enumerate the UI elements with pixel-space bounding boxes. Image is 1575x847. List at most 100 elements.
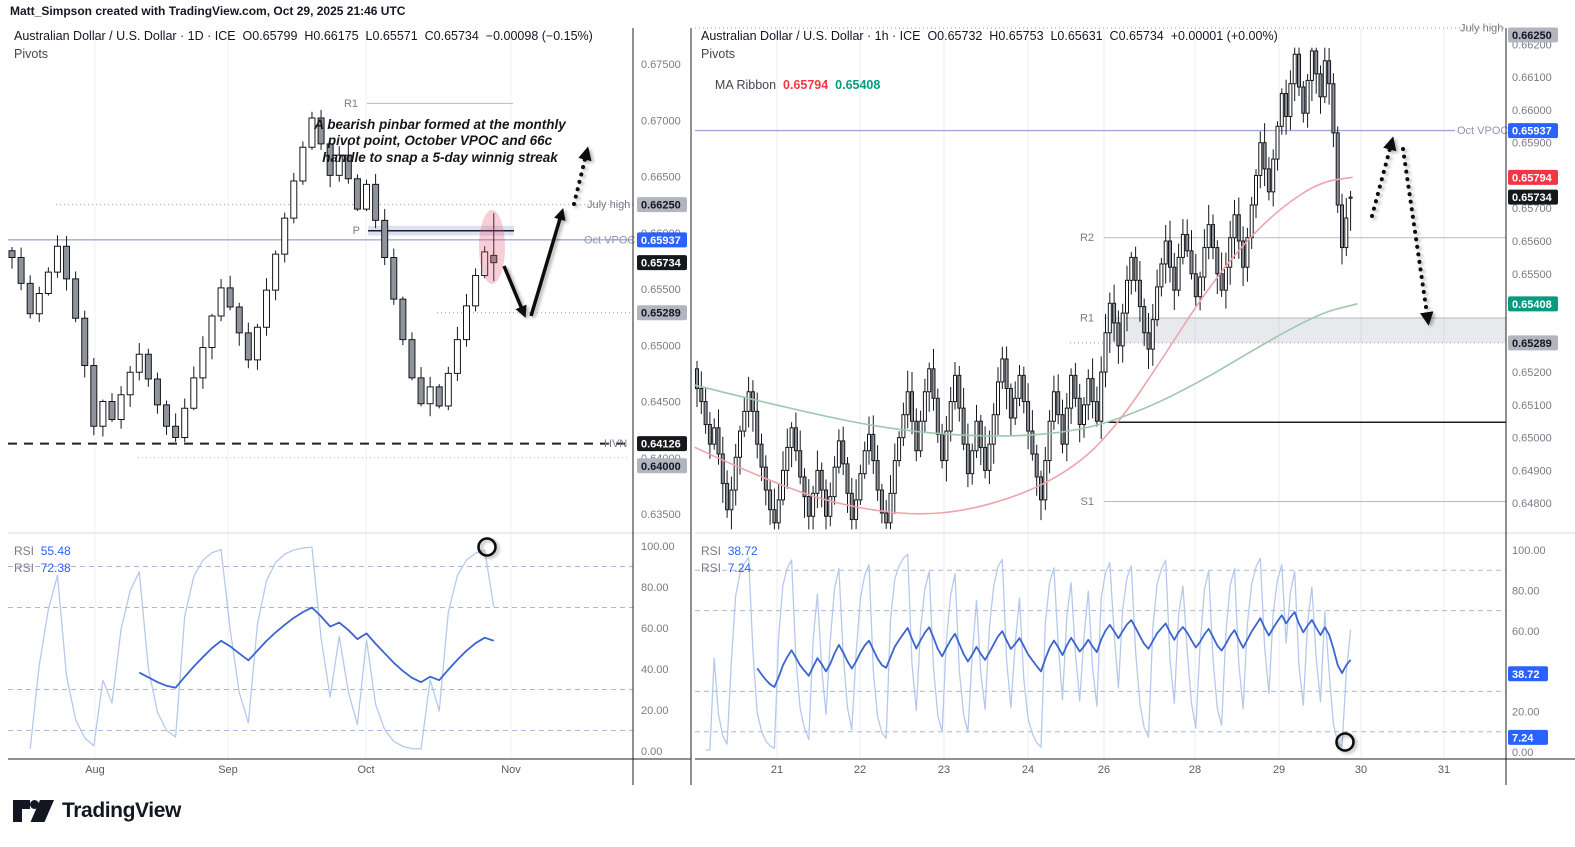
level-label: Oct VPOC bbox=[584, 234, 635, 246]
right-chart-title[interactable]: Australian Dollar / U.S. Dollar · 1h · I… bbox=[701, 29, 1278, 43]
svg-text:22: 22 bbox=[854, 764, 866, 776]
svg-text:0.66000: 0.66000 bbox=[1512, 105, 1552, 117]
level-label: S1 bbox=[1081, 496, 1094, 508]
right-rsi-row-2[interactable]: RSI 7.24 bbox=[701, 561, 751, 575]
right-price-levels: July high Oct VPOC R2 R1 S1 bbox=[695, 23, 1508, 508]
right-time-axis[interactable]: 21 22 23 24 26 28 29 30 31 bbox=[771, 764, 1450, 776]
svg-text:60.00: 60.00 bbox=[1512, 626, 1540, 638]
rsi-value: 55.48 bbox=[40, 544, 71, 558]
svg-text:30: 30 bbox=[1355, 764, 1367, 776]
right-rsi-pane[interactable]: 100.00 80.00 60.00 20.00 0.00 38.72 7.24 bbox=[695, 545, 1548, 759]
svg-text:0.00: 0.00 bbox=[1512, 747, 1533, 759]
solid-arrow bbox=[529, 208, 566, 317]
level-label: July high bbox=[587, 199, 630, 211]
svg-text:0.64900: 0.64900 bbox=[1512, 465, 1552, 477]
left-price-axis[interactable]: 0.675000.670000.665000.660000.655000.650… bbox=[637, 59, 687, 521]
svg-text:80.00: 80.00 bbox=[1512, 585, 1540, 597]
svg-text:0.66250: 0.66250 bbox=[1512, 30, 1552, 42]
svg-text:40.00: 40.00 bbox=[641, 664, 669, 676]
svg-text:0.65500: 0.65500 bbox=[1512, 269, 1552, 281]
right-annotations bbox=[1370, 136, 1434, 326]
rsi-value: 38.72 bbox=[727, 544, 758, 558]
svg-text:0.67500: 0.67500 bbox=[641, 59, 681, 71]
right-indicator-ma-ribbon[interactable]: MA Ribbon 0.65794 0.65408 bbox=[701, 64, 880, 106]
rsi-circle-annotation bbox=[1335, 732, 1355, 752]
left-candles bbox=[8, 109, 498, 442]
rsi-label: RSI bbox=[14, 561, 35, 575]
svg-text:0.65794: 0.65794 bbox=[1512, 172, 1553, 184]
svg-text:0.65937: 0.65937 bbox=[1512, 126, 1552, 138]
ma-ribbon-green-value: 0.65408 bbox=[835, 78, 881, 92]
svg-text:7.24: 7.24 bbox=[1512, 732, 1534, 744]
svg-text:0.65100: 0.65100 bbox=[1512, 400, 1552, 412]
left-chart-title[interactable]: Australian Dollar / U.S. Dollar · 1D · I… bbox=[14, 29, 593, 43]
svg-text:20.00: 20.00 bbox=[1512, 707, 1540, 719]
bearish-pinbar-annotation: A bearish pinbar formed at the monthly p… bbox=[314, 117, 566, 165]
left-rsi-pane[interactable]: 100.00 80.00 60.00 40.00 20.00 0.00 bbox=[8, 537, 675, 759]
svg-text:0.64800: 0.64800 bbox=[1512, 498, 1552, 510]
svg-text:0.65734: 0.65734 bbox=[1512, 192, 1553, 204]
tradingview-logo-text: TradingView bbox=[62, 799, 181, 822]
svg-text:Oct: Oct bbox=[357, 764, 374, 776]
rsi-label: RSI bbox=[701, 544, 722, 558]
level-label: July high bbox=[1460, 23, 1503, 35]
left-annotations bbox=[479, 146, 592, 318]
svg-text:0.64000: 0.64000 bbox=[641, 461, 681, 473]
rsi-fast-line bbox=[705, 553, 1352, 751]
svg-text:Nov: Nov bbox=[501, 764, 521, 776]
right-indicator-pivots[interactable]: Pivots bbox=[701, 47, 736, 61]
svg-text:38.72: 38.72 bbox=[1512, 669, 1540, 681]
solid-arrow bbox=[502, 265, 527, 318]
ma-ribbon-red-value: 0.65794 bbox=[783, 78, 829, 92]
svg-text:0.65289: 0.65289 bbox=[641, 308, 681, 320]
svg-text:0.00: 0.00 bbox=[641, 746, 662, 758]
svg-text:0.66100: 0.66100 bbox=[1512, 72, 1552, 84]
left-time-axis[interactable]: Aug Sep Oct Nov bbox=[85, 764, 521, 776]
rsi-slow-line bbox=[756, 611, 1352, 688]
credit-line: Matt_Simpson created with TradingView.co… bbox=[10, 4, 406, 18]
rsi-label: RSI bbox=[701, 561, 722, 575]
level-label: Oct VPOC bbox=[1457, 125, 1508, 137]
ma-red-line bbox=[694, 176, 1353, 515]
tradingview-logo-icon bbox=[13, 800, 54, 822]
svg-text:60.00: 60.00 bbox=[641, 623, 669, 635]
level-label: HVN bbox=[604, 438, 627, 450]
svg-text:0.65289: 0.65289 bbox=[1512, 338, 1552, 350]
rsi-circle-annotation bbox=[477, 537, 497, 557]
ma-green-line bbox=[694, 303, 1358, 437]
svg-text:0.66250: 0.66250 bbox=[641, 200, 681, 212]
rsi-label: RSI bbox=[14, 544, 35, 558]
svg-text:28: 28 bbox=[1189, 764, 1201, 776]
svg-text:26: 26 bbox=[1098, 764, 1110, 776]
right-candles bbox=[695, 47, 1353, 530]
right-rsi-row-1[interactable]: RSI 38.72 bbox=[701, 544, 758, 558]
level-band bbox=[1110, 318, 1506, 343]
left-rsi-row-1[interactable]: RSI 55.48 bbox=[14, 544, 71, 558]
svg-text:Aug: Aug bbox=[85, 764, 105, 776]
level-label: R1 bbox=[344, 98, 358, 110]
level-label: R1 bbox=[1080, 313, 1094, 325]
ma-ribbon-lines bbox=[694, 176, 1358, 515]
tradingview-logo[interactable]: TradingView bbox=[13, 799, 181, 823]
svg-text:0.64126: 0.64126 bbox=[641, 439, 681, 451]
level-label: R2 bbox=[1080, 232, 1094, 244]
svg-text:100.00: 100.00 bbox=[641, 541, 675, 553]
svg-text:80.00: 80.00 bbox=[641, 582, 669, 594]
left-rsi-row-2[interactable]: RSI 72.38 bbox=[14, 561, 71, 575]
ma-ribbon-label: MA Ribbon bbox=[714, 78, 783, 92]
svg-text:0.65000: 0.65000 bbox=[1512, 433, 1552, 445]
rsi-value: 7.24 bbox=[727, 561, 752, 575]
svg-text:0.64500: 0.64500 bbox=[641, 397, 681, 409]
dotted-arrow bbox=[1401, 147, 1434, 326]
svg-text:0.65600: 0.65600 bbox=[1512, 236, 1552, 248]
right-price-axis[interactable]: 0.662000.661000.660000.659000.658000.657… bbox=[1508, 27, 1558, 511]
left-indicator-pivots[interactable]: Pivots bbox=[14, 47, 49, 61]
left-chart-pane[interactable]: R1 July high P Oct VPOC HVN 0.67500 0.67000 0.6… bbox=[8, 28, 692, 785]
svg-text:0.65408: 0.65408 bbox=[1512, 299, 1552, 311]
svg-text:0.63500: 0.63500 bbox=[641, 509, 681, 521]
svg-text:24: 24 bbox=[1022, 764, 1034, 776]
svg-text:0.65734: 0.65734 bbox=[641, 258, 682, 270]
